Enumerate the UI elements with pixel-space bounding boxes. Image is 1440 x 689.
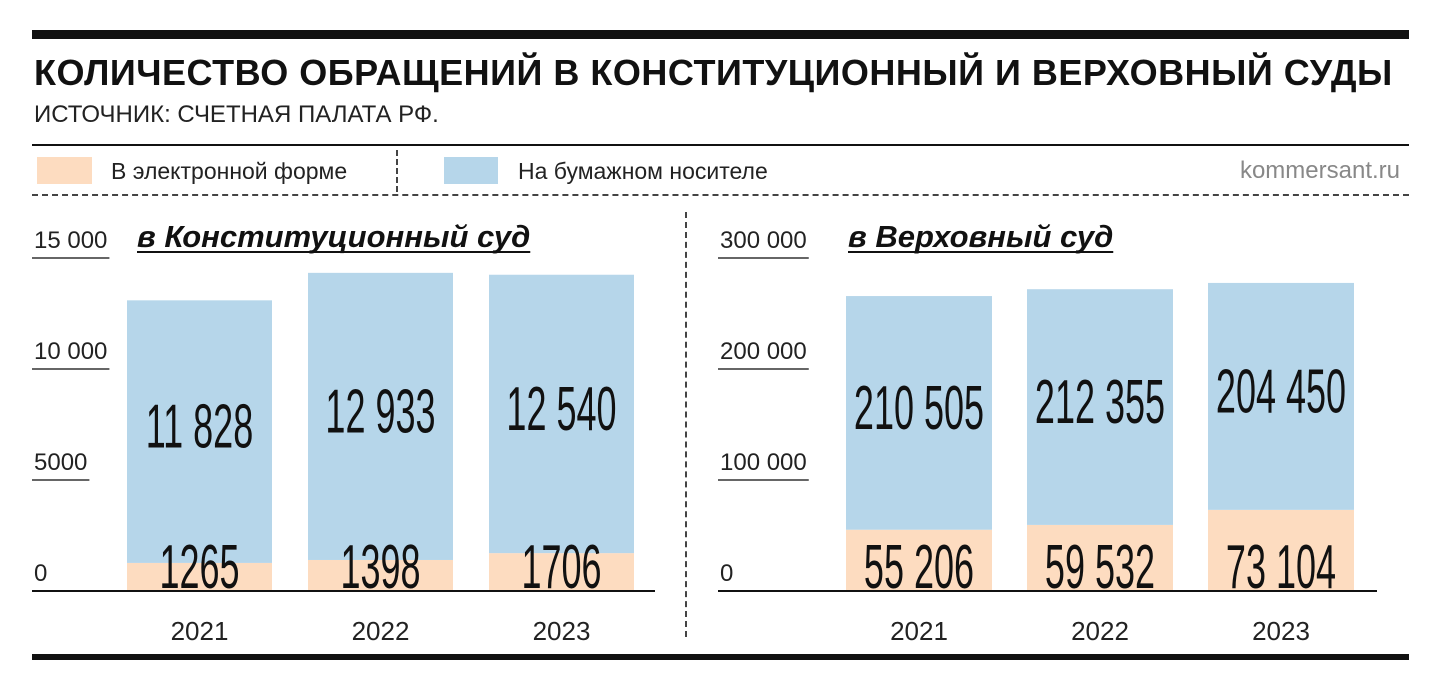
bar-electronic <box>127 562 272 591</box>
x-category-label: 2021 <box>890 616 948 646</box>
bar-paper <box>1208 282 1354 510</box>
data-label-electronic: 1398 <box>340 532 420 602</box>
chart-panel-constitutional: в Конституционный суд 0 5000 10 000 15 000 1… <box>32 219 655 646</box>
data-label-electronic: 59 532 <box>1045 532 1155 602</box>
legend-label-electronic: В электронной форме <box>111 158 348 184</box>
legend-separator <box>396 150 398 192</box>
data-label-paper: 12 933 <box>325 376 435 446</box>
y-tick-label: 200 000 <box>720 338 807 365</box>
x-category-label: 2022 <box>1071 616 1129 646</box>
y-tick-label: 15 000 <box>34 227 107 254</box>
data-label-electronic: 1706 <box>521 532 601 602</box>
y-tick-label: 100 000 <box>720 449 807 476</box>
bar-paper <box>1027 289 1173 525</box>
panel-title-constitutional: в Конституционный суд <box>137 219 530 254</box>
legend-swatch-electronic <box>37 157 92 184</box>
chart-panel-supreme: в Верховный суд 0 100 000 200 000 300 000 55… <box>718 219 1377 646</box>
legend-swatch-paper <box>444 157 498 184</box>
page-title: КОЛИЧЕСТВО ОБРАЩЕНИЙ В КОНСТИТУЦИОННЫЙ И… <box>34 52 1393 93</box>
bar-paper <box>127 300 272 563</box>
panel-title-supreme: в Верховный суд <box>848 219 1113 254</box>
bottom-rule <box>32 654 1409 660</box>
x-category-label: 2022 <box>352 616 410 646</box>
data-label-electronic: 55 206 <box>864 532 974 602</box>
bar-paper <box>846 296 992 530</box>
bar-electronic <box>489 553 634 591</box>
y-tick-label: 10 000 <box>34 338 107 365</box>
y-tick-label: 0 <box>720 560 733 587</box>
x-category-label: 2023 <box>1252 616 1310 646</box>
data-label-paper: 11 828 <box>146 391 253 461</box>
data-label-electronic: 73 104 <box>1226 532 1336 602</box>
data-label-paper: 12 540 <box>506 374 616 444</box>
y-tick-label: 0 <box>34 560 47 587</box>
data-label-paper: 210 505 <box>854 373 984 443</box>
data-label-paper: 212 355 <box>1035 367 1165 437</box>
bar-paper <box>308 272 453 560</box>
bar-paper <box>489 274 634 554</box>
bar-electronic <box>1208 509 1354 591</box>
x-category-label: 2021 <box>171 616 229 646</box>
bar-electronic <box>1027 524 1173 591</box>
legend-bottom-divider <box>32 194 1409 196</box>
data-label-electronic: 1265 <box>159 532 239 602</box>
x-category-label: 2023 <box>533 616 591 646</box>
header-divider <box>32 144 1409 146</box>
data-label-paper: 204 450 <box>1216 356 1346 426</box>
bar-electronic <box>308 559 453 591</box>
y-tick-label: 300 000 <box>720 227 807 254</box>
legend-label-paper: На бумажном носителе <box>518 158 768 184</box>
credit-link[interactable]: kommersant.ru <box>1239 157 1400 184</box>
bar-electronic <box>846 529 992 591</box>
top-rule <box>32 30 1409 39</box>
y-tick-label: 5000 <box>34 449 87 476</box>
panel-separator <box>685 212 687 637</box>
source-note: ИСТОЧНИК: СЧЕТНАЯ ПАЛАТА РФ. <box>34 101 439 128</box>
